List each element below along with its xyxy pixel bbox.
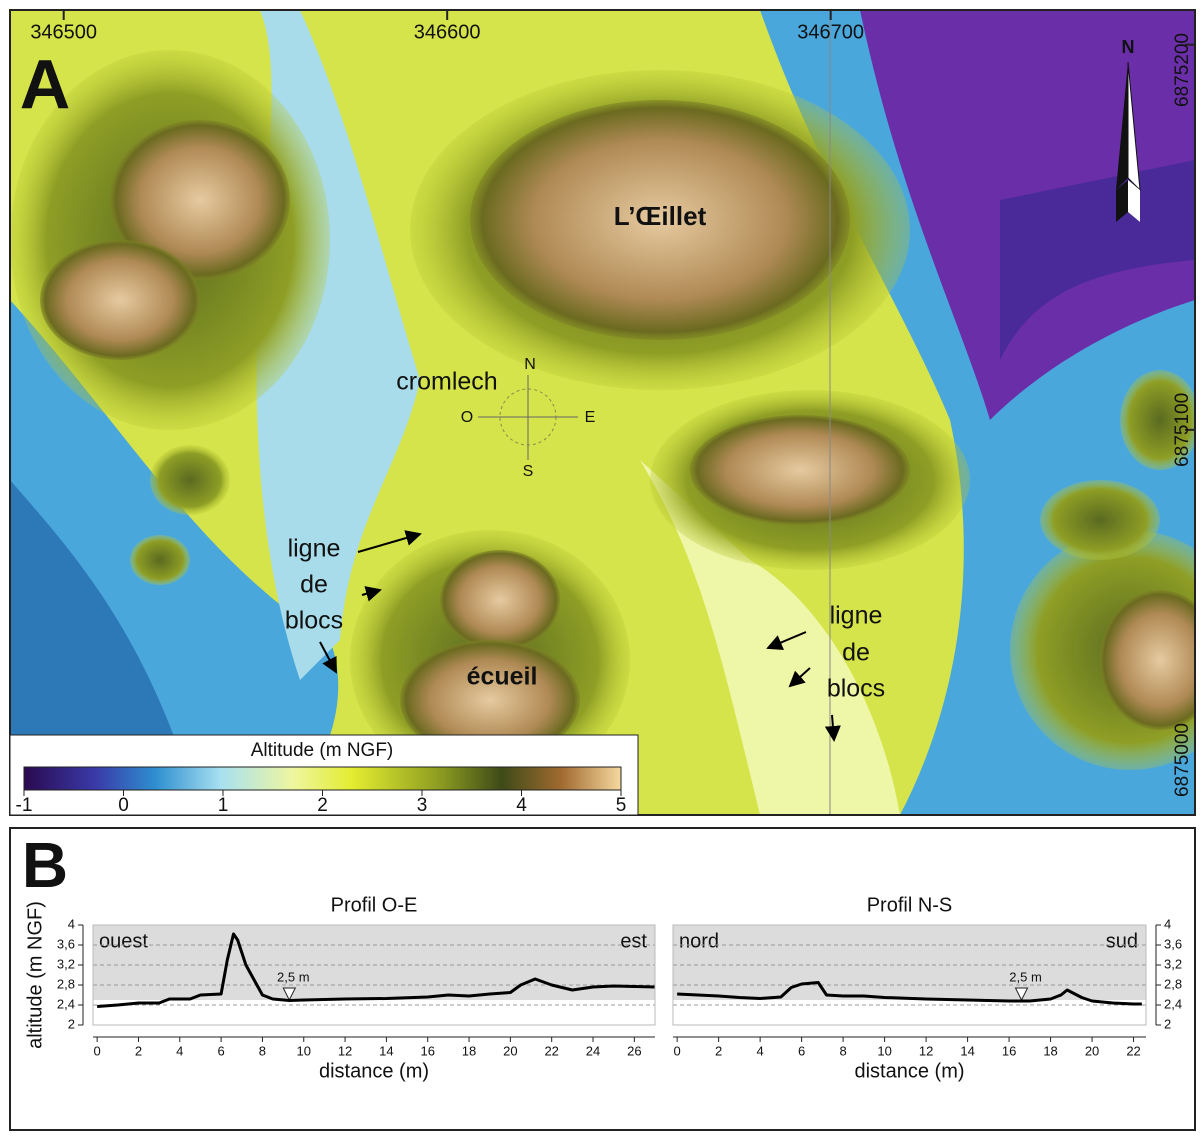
x-tick-label: 16	[1002, 1043, 1016, 1058]
compass-label: E	[585, 409, 596, 426]
place-label: écueil	[467, 663, 538, 691]
map	[10, 10, 1195, 815]
north-label: N	[1122, 37, 1135, 57]
corner-label: est	[620, 930, 647, 952]
x-tick-label: 4	[757, 1043, 764, 1058]
y-tick-label: 2,4	[57, 996, 75, 1011]
x-tick-label: 0	[94, 1043, 101, 1058]
x-tick-label: 4	[176, 1043, 183, 1058]
panel-label: B	[22, 829, 68, 901]
x-axis-label: distance (m)	[854, 1060, 964, 1082]
y-tick-label: 6875000	[1172, 723, 1193, 797]
annotation-marker	[1014, 987, 1029, 1002]
x-tick-label: 18	[462, 1043, 476, 1058]
x-tick-label: 10	[297, 1043, 311, 1058]
x-tick-label: 20	[503, 1043, 517, 1058]
x-tick-label: 22	[544, 1043, 558, 1058]
colorbar-tick-label: 4	[516, 795, 527, 816]
y-tick-label: 2,4	[1164, 996, 1182, 1011]
x-tick-label: 346500	[30, 21, 97, 43]
y-tick-label: 3,2	[57, 956, 75, 971]
colorbar-title: Altitude (m NGF)	[251, 740, 394, 761]
x-tick-label: 24	[586, 1043, 600, 1058]
annotation-marker	[282, 987, 297, 1002]
x-tick-label: 26	[627, 1043, 641, 1058]
place-label: blocs	[285, 607, 343, 635]
panel-label: A	[20, 45, 71, 123]
shade	[673, 925, 1146, 1000]
profile-line	[97, 932, 656, 1008]
y-tick-label: 4	[1164, 916, 1171, 931]
corner-label: ouest	[99, 930, 148, 952]
colorbar-tick-label: 0	[118, 795, 129, 816]
x-tick-label: 10	[877, 1043, 891, 1058]
y-tick-label: 2,8	[1164, 976, 1182, 991]
place-label: ligne	[830, 602, 883, 630]
x-tick-label: 2	[715, 1043, 722, 1058]
y-tick-label: 2	[68, 1016, 75, 1031]
x-tick-label: 8	[839, 1043, 846, 1058]
compass-label: O	[461, 409, 473, 426]
colorbar	[23, 766, 622, 791]
corner-label: sud	[1106, 930, 1138, 952]
compass-label: N	[524, 356, 536, 373]
x-tick-label: 346600	[414, 21, 481, 43]
place-label: L’Œillet	[614, 201, 707, 231]
colorbar-tick-label: 5	[616, 795, 627, 816]
annotation-label: 2,5 m	[1009, 969, 1042, 984]
x-tick-label: 12	[919, 1043, 933, 1058]
y-tick-label: 6875100	[1172, 393, 1193, 467]
y-tick-label: 3,6	[57, 936, 75, 951]
y-tick-label: 2	[1164, 1016, 1171, 1031]
x-tick-label: 2	[135, 1043, 142, 1058]
plot-frame	[92, 924, 656, 1026]
x-tick-label: 22	[1126, 1043, 1140, 1058]
x-tick-label: 16	[420, 1043, 434, 1058]
x-tick-label: 8	[259, 1043, 266, 1058]
y-tick-label: 2,8	[57, 976, 75, 991]
x-tick-label: 6	[217, 1043, 224, 1058]
colorbar-tick-label: 1	[218, 795, 229, 816]
annotation-label: 2,5 m	[277, 969, 310, 984]
colorbar-tick-label: 2	[317, 795, 328, 816]
chart-title: Profil N-S	[867, 894, 953, 916]
y-axis-label: altitude (m NGF)	[24, 901, 46, 1049]
colorbar-tick-label: 3	[417, 795, 428, 816]
x-tick-label: 12	[338, 1043, 352, 1058]
x-tick-label: 20	[1085, 1043, 1099, 1058]
x-tick-label: 18	[1043, 1043, 1057, 1058]
y-tick-label: 3,2	[1164, 956, 1182, 971]
x-tick-label: 14	[379, 1043, 393, 1058]
chart-title: Profil O-E	[331, 894, 418, 916]
place-label: blocs	[827, 675, 885, 703]
y-tick-label: 3,6	[1164, 936, 1182, 951]
x-axis-label: distance (m)	[319, 1060, 429, 1082]
y-tick-label: 6875200	[1172, 33, 1193, 107]
profile-line	[677, 981, 1142, 1006]
compass-label: S	[523, 463, 534, 480]
place-label: de	[300, 571, 328, 599]
corner-label: nord	[679, 930, 719, 952]
x-tick-label: 14	[960, 1043, 974, 1058]
x-tick-label: 346700	[797, 21, 864, 43]
x-tick-label: 0	[674, 1043, 681, 1058]
colorbar-tick-label: -1	[16, 795, 33, 816]
place-label: de	[842, 639, 870, 667]
plot-frame	[672, 924, 1147, 1026]
place-label: ligne	[288, 535, 341, 563]
place-label: cromlech	[396, 368, 497, 396]
y-tick-label: 4	[68, 916, 75, 931]
x-tick-label: 6	[798, 1043, 805, 1058]
